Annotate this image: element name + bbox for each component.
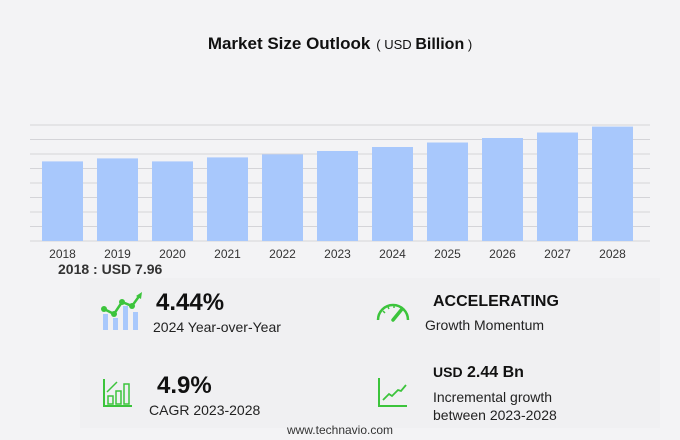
unit-prefix: USD <box>384 37 412 52</box>
title-unit: ( USD Billion ) <box>376 36 473 53</box>
chart-title: Market Size Outlook ( USD Billion ) <box>0 34 680 54</box>
footer-url: www.technavio.com <box>286 423 394 437</box>
bar-2024 <box>372 147 413 241</box>
bar-2021 <box>207 157 248 241</box>
x-tick-label: 2026 <box>489 247 516 260</box>
trend-line-icon <box>378 378 407 407</box>
bar-2020 <box>152 161 193 241</box>
first-value-label: 2018 : USD 7.96 <box>58 261 163 277</box>
unit-text: Billion <box>415 36 465 53</box>
momentum-label: Growth Momentum <box>425 317 545 333</box>
incremental-label-1: Incremental growth <box>433 389 553 405</box>
title-text: Market Size Outlook <box>207 34 371 53</box>
x-tick-label: 2024 <box>379 247 406 260</box>
growth-chart-icon <box>101 292 142 330</box>
x-tick-label: 2021 <box>214 247 241 260</box>
x-tick-label: 2027 <box>544 247 571 260</box>
bar-chart: 2018 2019 2020 2021 2022 2023 2024 2025 2026 2027… <box>30 124 650 260</box>
bar-2022 <box>262 154 303 241</box>
bar-2026 <box>482 138 523 241</box>
x-tick-label: 2022 <box>269 247 296 260</box>
cagr-value: 4.9% <box>157 372 212 399</box>
incremental-prefix: USD <box>433 364 463 380</box>
bar-2019 <box>97 158 138 241</box>
momentum-value: ACCELERATING <box>433 293 559 310</box>
x-tick-label: 2028 <box>599 247 626 260</box>
incremental-amount: 2.44 Bn <box>467 364 524 381</box>
bar-2027 <box>537 132 578 241</box>
x-tick-label: 2023 <box>324 247 351 260</box>
bar-growth-icon <box>103 379 132 407</box>
x-tick-label: 2020 <box>159 247 186 260</box>
x-tick-label: 2018 <box>49 247 76 260</box>
bar-2018 <box>42 161 83 241</box>
stats-panel <box>80 278 660 428</box>
x-tick-label: 2025 <box>434 247 461 260</box>
bar-2025 <box>427 142 468 241</box>
speedometer-icon <box>376 303 410 322</box>
yoy-value: 4.44% <box>156 289 225 316</box>
bar-2023 <box>317 151 358 241</box>
x-tick-label: 2019 <box>104 247 131 260</box>
incremental-value: USD 2.44 Bn <box>433 364 524 382</box>
incremental-label-2: between 2023-2028 <box>433 407 557 423</box>
cagr-label: CAGR 2023-2028 <box>149 402 261 418</box>
yoy-label: 2024 Year-over-Year <box>153 319 281 335</box>
bar-2028 <box>592 126 633 241</box>
